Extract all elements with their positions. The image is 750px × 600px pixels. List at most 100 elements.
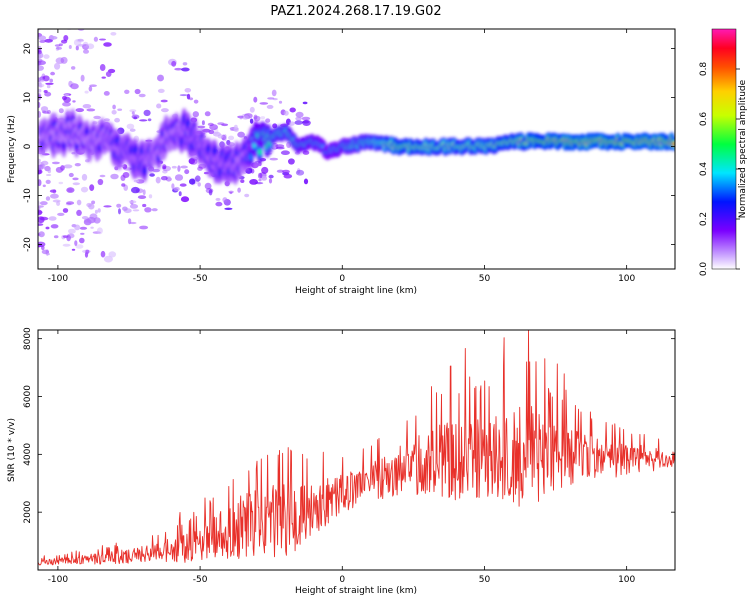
haze-blob	[72, 177, 79, 181]
snr-panel: -100 -50 0 50 100 2000 4000 6000 8000 Height of…	[7, 327, 676, 596]
haze-blob	[103, 42, 112, 47]
haze-blob	[82, 104, 92, 109]
haze-blob	[103, 118, 110, 122]
haze-blob	[72, 182, 81, 186]
haze-blob	[224, 207, 233, 210]
haze-blob	[204, 182, 212, 190]
haze-blob	[181, 67, 190, 72]
haze-blob	[237, 187, 241, 193]
haze-blob	[215, 197, 221, 201]
haze-blob	[142, 203, 147, 208]
haze-blob	[38, 206, 41, 210]
haze-blob	[44, 38, 53, 43]
haze-blob	[62, 101, 71, 107]
haze-blob	[233, 127, 239, 133]
haze-blob	[258, 178, 262, 182]
haze-blob	[41, 249, 50, 255]
haze-blob	[173, 186, 180, 192]
ridge-core	[84, 128, 90, 135]
haze-blob	[193, 99, 199, 104]
haze-blob	[133, 116, 138, 120]
haze-blob	[67, 233, 75, 239]
haze-blob	[47, 168, 52, 174]
haze-blob	[62, 95, 67, 101]
haze-blob	[134, 88, 141, 95]
x-tick-label: 50	[479, 575, 491, 585]
haze-blob	[66, 187, 75, 193]
haze-blob	[83, 49, 89, 54]
haze-blob	[272, 98, 278, 101]
ridge-core	[672, 142, 675, 146]
haze-blob	[46, 84, 51, 89]
haze-blob	[180, 165, 188, 169]
haze-blob	[80, 74, 85, 82]
haze-blob	[38, 223, 44, 226]
haze-blob	[74, 163, 81, 167]
haze-blob	[177, 165, 181, 172]
haze-blob	[129, 200, 137, 204]
haze-blob	[240, 179, 245, 184]
colorbar: 0.0 0.2 0.4 0.6 0.8 Normalized spectral ampl…	[699, 28, 748, 276]
haze-blob	[117, 108, 123, 111]
haze-blob	[266, 104, 274, 109]
haze-blob	[45, 179, 51, 184]
haze-blob	[123, 167, 132, 171]
haze-blob	[132, 209, 140, 212]
haze-blob	[41, 245, 45, 251]
haze-blob	[280, 150, 290, 155]
haze-blob	[275, 144, 285, 148]
haze-blob	[45, 226, 50, 230]
haze-blob	[269, 157, 279, 161]
ridge-core	[115, 137, 120, 144]
haze-blob	[38, 58, 43, 63]
haze-blob	[217, 122, 225, 125]
haze-blob	[249, 118, 254, 124]
haze-blob	[160, 176, 168, 181]
haze-blob	[57, 212, 65, 216]
haze-blob	[80, 232, 85, 235]
haze-blob	[81, 173, 88, 181]
spectrogram-ridge	[38, 108, 675, 186]
spectrogram-y-label: Frequency (Hz)	[7, 115, 17, 183]
haze-blob	[197, 182, 201, 187]
x-tick-label: 0	[339, 575, 345, 585]
haze-blob	[38, 29, 41, 31]
haze-blob	[38, 78, 45, 83]
haze-blob	[62, 243, 71, 247]
haze-blob	[38, 231, 45, 238]
haze-blob	[38, 88, 42, 93]
haze-blob	[100, 250, 106, 258]
y-tick-label: 2000	[23, 500, 33, 523]
haze-blob	[53, 235, 59, 239]
haze-blob	[283, 173, 293, 179]
haze-blob	[156, 103, 162, 109]
haze-blob	[74, 224, 81, 231]
y-tick-label: 20	[23, 43, 33, 55]
ridge-core	[61, 142, 67, 149]
haze-blob	[288, 158, 295, 165]
haze-blob	[131, 114, 140, 120]
haze-blob	[244, 113, 253, 119]
haze-blob	[268, 178, 273, 184]
haze-blob	[302, 101, 308, 105]
haze-blob	[93, 36, 98, 42]
haze-blob	[197, 125, 206, 129]
haze-blob	[39, 39, 46, 43]
haze-blob	[155, 176, 161, 184]
haze-blob	[43, 90, 48, 93]
haze-blob	[243, 115, 249, 120]
y-tick-label: -10	[23, 188, 33, 203]
haze-blob	[179, 94, 188, 97]
haze-blob	[289, 121, 295, 126]
haze-blob	[142, 189, 146, 196]
haze-blob	[174, 67, 183, 71]
haze-blob	[91, 200, 96, 205]
haze-blob	[41, 164, 46, 169]
haze-blob	[61, 39, 68, 44]
haze-blob	[49, 78, 53, 83]
haze-blob	[79, 237, 85, 244]
haze-blob	[80, 186, 89, 193]
ridge-core	[257, 148, 262, 155]
haze-blob	[85, 249, 90, 254]
haze-blob	[295, 169, 305, 176]
